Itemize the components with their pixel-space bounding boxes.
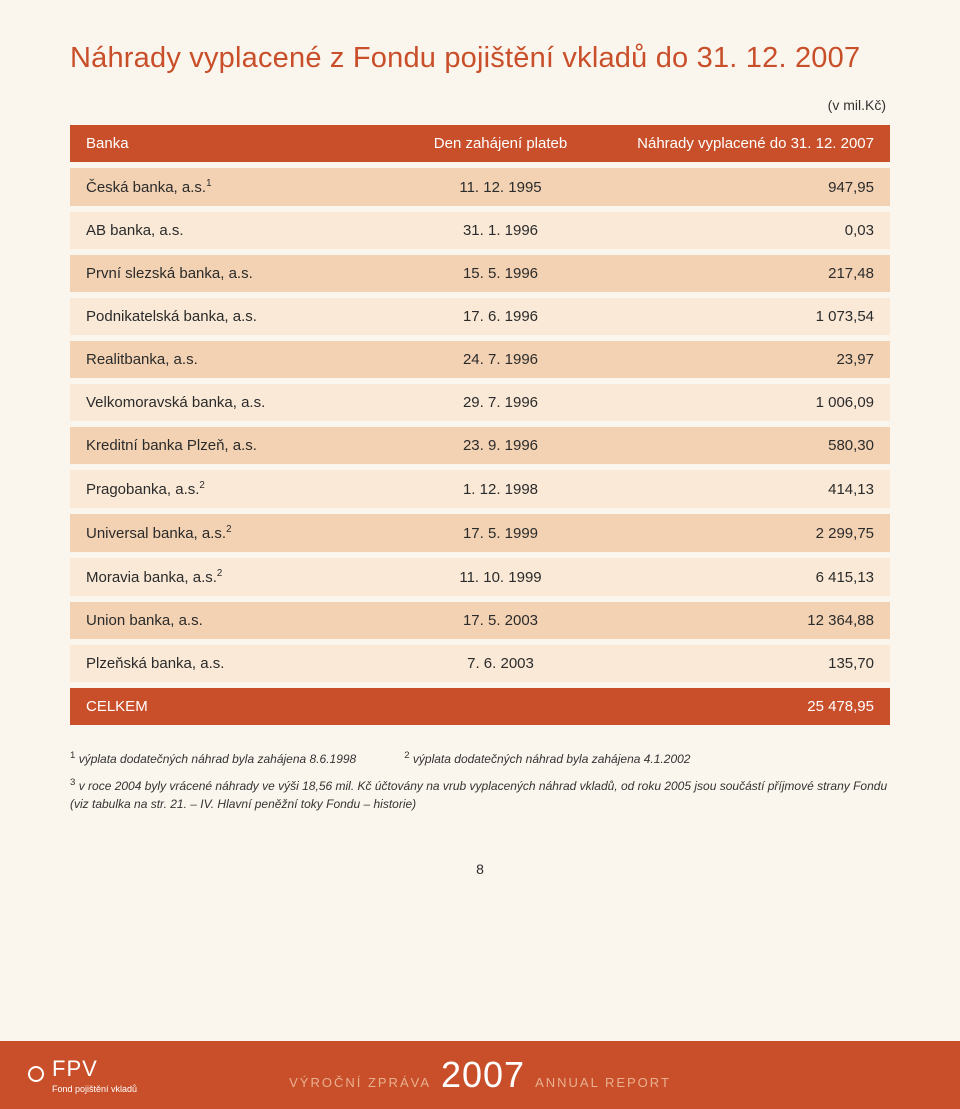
cell-bank: Pragobanka, a.s.2 [70,470,398,508]
table-row: Universal banka, a.s.217. 5. 19992 299,7… [70,514,890,552]
banks-table: Banka Den zahájení plateb Náhrady vyplac… [70,119,890,731]
cell-date: 11. 12. 1995 [398,168,603,206]
table-row: Realitbanka, a.s.24. 7. 199623,97 [70,341,890,378]
cell-amount: 414,13 [603,470,890,508]
cell-amount: 0,03 [603,212,890,249]
cell-date: 17. 5. 2003 [398,602,603,639]
cell-date: 15. 5. 1996 [398,255,603,292]
cell-bank: Česká banka, a.s.1 [70,168,398,206]
shield-icon [28,1066,44,1084]
cell-amount: 947,95 [603,168,890,206]
table-row: Velkomoravská banka, a.s.29. 7. 19961 00… [70,384,890,421]
table-row: Podnikatelská banka, a.s.17. 6. 19961 07… [70,298,890,335]
total-row: CELKEM 25 478,95 [70,688,890,725]
footer-logo-text: FPV [52,1056,98,1081]
col-header-date: Den zahájení plateb [398,125,603,162]
cell-bank: První slezská banka, a.s. [70,255,398,292]
unit-note: (v mil.Kč) [70,97,890,113]
total-amount: 25 478,95 [603,688,890,725]
table-row: Česká banka, a.s.111. 12. 1995947,95 [70,168,890,206]
footer-logo: FPV Fond pojištění vkladů [28,1056,137,1094]
cell-bank: Kreditní banka Plzeň, a.s. [70,427,398,464]
table-row: AB banka, a.s.31. 1. 19960,03 [70,212,890,249]
cell-date: 7. 6. 2003 [398,645,603,682]
page-content: Náhrady vyplacené z Fondu pojištění vkla… [0,0,960,877]
total-label: CELKEM [70,688,398,725]
cell-amount: 23,97 [603,341,890,378]
footer-center: VÝROČNÍ ZPRÁVA 2007 ANNUAL REPORT [289,1054,671,1096]
cell-bank: AB banka, a.s. [70,212,398,249]
col-header-bank: Banka [70,125,398,162]
table-row: Union banka, a.s.17. 5. 200312 364,88 [70,602,890,639]
table-row: Moravia banka, a.s.211. 10. 19996 415,13 [70,558,890,596]
page-number: 8 [70,861,890,877]
cell-date: 1. 12. 1998 [398,470,603,508]
cell-bank: Moravia banka, a.s.2 [70,558,398,596]
footnotes: 1 výplata dodatečných náhrad byla zaháje… [70,749,890,813]
cell-bank: Podnikatelská banka, a.s. [70,298,398,335]
footnote-3: 3 v roce 2004 byly vrácené náhrady ve vý… [70,776,890,813]
footer-year: 2007 [441,1054,525,1096]
cell-bank: Universal banka, a.s.2 [70,514,398,552]
col-header-amount: Náhrady vyplacené do 31. 12. 2007 [603,125,890,162]
cell-amount: 580,30 [603,427,890,464]
table-header-row: Banka Den zahájení plateb Náhrady vyplac… [70,125,890,162]
cell-amount: 1 073,54 [603,298,890,335]
footer-logo-sub: Fond pojištění vkladů [52,1084,137,1094]
cell-date: 29. 7. 1996 [398,384,603,421]
cell-date: 23. 9. 1996 [398,427,603,464]
cell-date: 11. 10. 1999 [398,558,603,596]
cell-amount: 2 299,75 [603,514,890,552]
cell-bank: Realitbanka, a.s. [70,341,398,378]
page-title: Náhrady vyplacené z Fondu pojištění vkla… [70,42,890,75]
footnote-1: 1 výplata dodatečných náhrad byla zaháje… [70,749,356,768]
table-row: Plzeňská banka, a.s.7. 6. 2003135,70 [70,645,890,682]
cell-date: 31. 1. 1996 [398,212,603,249]
cell-bank: Plzeňská banka, a.s. [70,645,398,682]
cell-amount: 6 415,13 [603,558,890,596]
table-row: Pragobanka, a.s.21. 12. 1998414,13 [70,470,890,508]
cell-bank: Union banka, a.s. [70,602,398,639]
cell-amount: 135,70 [603,645,890,682]
cell-date: 24. 7. 1996 [398,341,603,378]
cell-date: 17. 6. 1996 [398,298,603,335]
footer-bar: FPV Fond pojištění vkladů VÝROČNÍ ZPRÁVA… [0,1041,960,1109]
cell-amount: 1 006,09 [603,384,890,421]
cell-date: 17. 5. 1999 [398,514,603,552]
footer-vz: VÝROČNÍ ZPRÁVA [289,1075,431,1090]
cell-bank: Velkomoravská banka, a.s. [70,384,398,421]
cell-amount: 12 364,88 [603,602,890,639]
cell-amount: 217,48 [603,255,890,292]
table-row: Kreditní banka Plzeň, a.s.23. 9. 1996580… [70,427,890,464]
table-row: První slezská banka, a.s.15. 5. 1996217,… [70,255,890,292]
footer-ar: ANNUAL REPORT [535,1075,671,1090]
footnote-2: 2 výplata dodatečných náhrad byla zaháje… [404,749,690,768]
